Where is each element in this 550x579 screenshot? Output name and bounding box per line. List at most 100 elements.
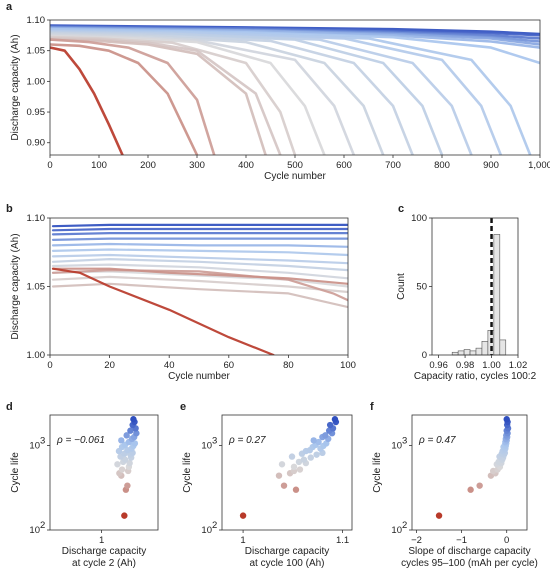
y-tick-label: 10 xyxy=(391,525,402,536)
scatter-point xyxy=(118,466,126,473)
scatter-point xyxy=(121,512,128,519)
x-tick-label: 600 xyxy=(336,160,352,171)
y-tick-label: 50 xyxy=(416,282,427,293)
scatter-point xyxy=(239,512,247,519)
y-tick-exponent: 2 xyxy=(40,520,45,531)
panel-label: b xyxy=(6,203,13,215)
capacity-curve xyxy=(50,43,199,155)
x-tick-label: 400 xyxy=(238,160,254,171)
capacity-curve xyxy=(50,38,216,155)
y-tick-label: 10 xyxy=(201,525,212,536)
capacity-curve xyxy=(50,34,326,155)
capacity-curve xyxy=(51,263,348,280)
x-axis-label: at cycle 100 (Ah) xyxy=(249,558,324,569)
capacity-curve xyxy=(51,237,348,241)
plot-frame xyxy=(221,414,353,531)
scatter-point xyxy=(278,461,286,468)
capacity-curve xyxy=(51,282,348,309)
x-tick-label: 300 xyxy=(189,160,205,171)
y-axis-label: Count xyxy=(396,273,407,300)
capacity-curve xyxy=(51,258,348,272)
y-axis-label: Cycle life xyxy=(182,452,193,493)
scatter-point xyxy=(126,459,133,467)
histogram-bar xyxy=(451,351,459,356)
capacity-curve xyxy=(50,29,532,155)
scatter-point xyxy=(300,456,308,463)
scatter-point xyxy=(114,461,121,468)
y-axis-label: Discharge capacity (Ah) xyxy=(10,34,21,140)
x-tick-label: 1 xyxy=(99,535,104,546)
capacity-curve xyxy=(51,227,348,232)
y-tick-exponent: 3 xyxy=(40,436,45,447)
scatter-point xyxy=(331,416,339,423)
capacity-curve xyxy=(51,267,275,355)
plot-frame xyxy=(49,414,159,531)
scatter-point xyxy=(280,482,288,489)
x-tick-label: −1 xyxy=(456,535,467,546)
y-tick-exponent: 3 xyxy=(402,436,407,447)
scatter-point xyxy=(467,486,474,493)
y-tick-exponent: 3 xyxy=(212,436,217,447)
capacity-curve xyxy=(50,35,297,155)
y-tick-label: 1.00 xyxy=(27,350,46,361)
scatter-point xyxy=(133,430,140,437)
x-tick-label: 1.1 xyxy=(336,535,349,546)
x-tick-label: 1,000 xyxy=(528,160,550,171)
y-tick-label: 1.05 xyxy=(27,46,46,57)
x-tick-label: 60 xyxy=(224,360,235,371)
y-tick-exponent: 2 xyxy=(212,520,217,531)
capacity-curve xyxy=(51,242,348,248)
y-axis-label: Discharge capacity (Ah) xyxy=(10,233,21,339)
capacity-curve xyxy=(50,46,124,155)
x-axis-label: at cycle 2 (Ah) xyxy=(72,558,136,569)
capacity-curve xyxy=(51,253,348,265)
x-tick-label: 500 xyxy=(287,160,303,171)
scatter-point xyxy=(313,451,320,458)
correlation-annotation: ρ = 0.27 xyxy=(228,435,266,446)
histogram-bar xyxy=(463,349,471,356)
x-axis-label: Discharge capacity xyxy=(245,546,329,557)
y-tick-label: 1.10 xyxy=(27,213,46,224)
panel-f xyxy=(411,414,528,531)
histogram-bar xyxy=(457,350,465,356)
capacity-curve xyxy=(51,232,348,236)
scatter-point xyxy=(130,416,137,423)
scatter-point xyxy=(307,454,314,461)
scatter-point xyxy=(315,438,322,446)
panel-label: e xyxy=(180,401,186,413)
scatter-point xyxy=(124,482,131,489)
scatter-point xyxy=(121,456,129,463)
y-tick-exponent: 2 xyxy=(402,520,407,531)
scatter-point xyxy=(322,432,329,439)
plot-frame xyxy=(431,217,519,356)
scatter-point xyxy=(295,458,303,466)
x-axis-label: Cycle number xyxy=(264,171,326,182)
y-tick-label: 0.95 xyxy=(27,107,46,118)
x-tick-label: 200 xyxy=(140,160,156,171)
x-tick-label: 0 xyxy=(47,360,52,371)
x-tick-label: 700 xyxy=(385,160,401,171)
x-tick-label: 0.96 xyxy=(429,360,448,371)
x-axis-label: Slope of discharge capacity xyxy=(408,546,530,557)
panel-c xyxy=(431,217,519,356)
panel-label: d xyxy=(6,401,13,413)
correlation-annotation: ρ = −0.061 xyxy=(56,435,105,446)
scatter-point xyxy=(476,482,483,489)
scatter-point xyxy=(503,416,510,423)
histogram-bar xyxy=(481,340,489,356)
y-tick-label: 1.05 xyxy=(27,282,46,293)
x-tick-label: 100 xyxy=(340,360,356,371)
scatter-point xyxy=(127,427,134,434)
scatter-point xyxy=(288,453,296,460)
x-tick-label: 80 xyxy=(283,360,294,371)
panel-e xyxy=(221,414,353,531)
x-axis-label: Capacity ratio, cycles 100:2 xyxy=(414,371,537,382)
x-tick-label: 20 xyxy=(104,360,115,371)
scatter-point xyxy=(296,466,304,473)
capacity-curve xyxy=(50,38,267,155)
y-tick-label: 1.10 xyxy=(27,15,46,26)
capacity-curve xyxy=(51,248,348,257)
x-tick-label: 900 xyxy=(483,160,499,171)
scatter-point xyxy=(123,432,130,439)
